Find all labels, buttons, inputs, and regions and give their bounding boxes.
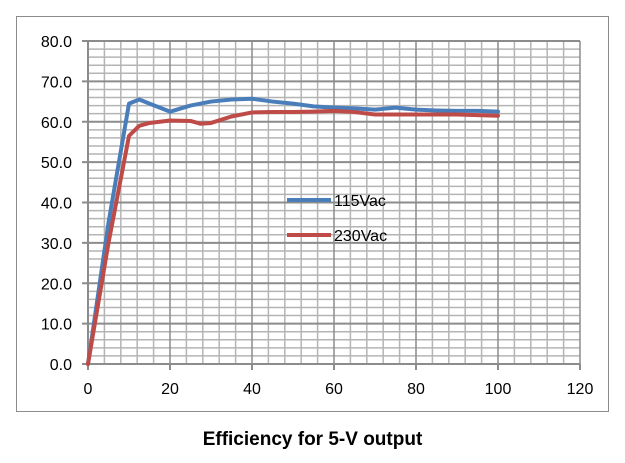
series-line-115Vac bbox=[86, 96, 500, 366]
y-tick-label: 10.0 bbox=[41, 317, 72, 334]
legend-label-230Vac: 230Vac bbox=[334, 228, 387, 245]
x-tick-label: 0 bbox=[84, 381, 93, 398]
series-line-230Vac bbox=[86, 108, 500, 366]
x-tick-label: 100 bbox=[485, 381, 512, 398]
x-tick-label: 60 bbox=[325, 381, 343, 398]
legend-label-115Vac: 115Vac bbox=[334, 193, 386, 210]
y-tick-label: 60.0 bbox=[41, 115, 72, 132]
y-tick-label: 30.0 bbox=[41, 236, 72, 253]
y-tick-label: 80.0 bbox=[41, 34, 72, 51]
y-tick-label: 40.0 bbox=[41, 196, 72, 213]
y-tick-label: 70.0 bbox=[41, 74, 72, 91]
x-tick-label: 20 bbox=[161, 381, 179, 398]
y-tick-label: 20.0 bbox=[41, 276, 72, 293]
chart-frame bbox=[16, 16, 609, 412]
x-tick-label: 80 bbox=[407, 381, 425, 398]
x-tick-label: 40 bbox=[243, 381, 261, 398]
chart-title: Efficiency for 5-V output bbox=[202, 429, 423, 450]
y-tick-label: 50.0 bbox=[41, 155, 72, 172]
y-tick-label: 0.0 bbox=[50, 357, 72, 374]
x-tick-label: 120 bbox=[567, 381, 594, 398]
